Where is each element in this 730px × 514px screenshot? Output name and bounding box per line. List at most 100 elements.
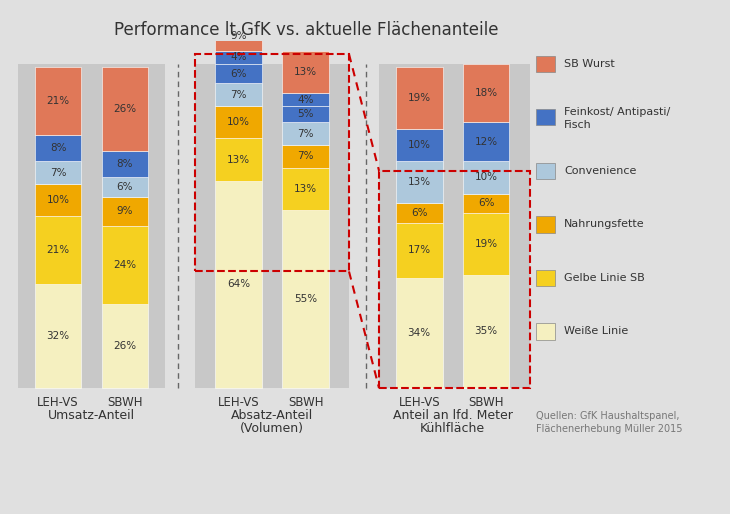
Text: 6%: 6% <box>411 208 428 218</box>
Text: 17%: 17% <box>407 245 431 255</box>
Text: 34%: 34% <box>407 328 431 338</box>
Bar <box>282 210 329 388</box>
Text: 7%: 7% <box>297 128 314 139</box>
Text: 4%: 4% <box>231 52 247 62</box>
Text: 21%: 21% <box>47 96 69 106</box>
Text: 7%: 7% <box>231 89 247 100</box>
Bar <box>101 152 148 177</box>
Bar <box>215 64 262 83</box>
Bar <box>537 323 555 340</box>
Text: 26%: 26% <box>113 341 137 351</box>
Bar <box>282 168 329 210</box>
Text: Quellen: GfK Haushaltspanel,
Flächenerhebung Müller 2015: Quellen: GfK Haushaltspanel, Flächenerhe… <box>537 411 683 434</box>
Text: 5%: 5% <box>297 109 314 119</box>
Bar <box>396 278 442 388</box>
Text: 13%: 13% <box>407 177 431 187</box>
Text: 55%: 55% <box>294 294 317 304</box>
Text: 6%: 6% <box>117 182 133 192</box>
Bar <box>463 64 510 122</box>
Bar <box>101 304 148 388</box>
Text: 13%: 13% <box>294 67 317 77</box>
Bar <box>396 128 442 161</box>
Text: 10%: 10% <box>474 172 498 182</box>
Bar <box>537 163 555 179</box>
Text: SBWH: SBWH <box>288 396 323 409</box>
Text: 7%: 7% <box>50 168 66 177</box>
Bar <box>34 161 82 184</box>
Bar <box>396 67 442 128</box>
Text: 35%: 35% <box>474 326 498 337</box>
Text: 10%: 10% <box>227 117 250 127</box>
Text: SBWH: SBWH <box>469 396 504 409</box>
Bar <box>34 135 82 161</box>
Text: Convenience: Convenience <box>564 166 637 176</box>
Bar <box>18 64 165 388</box>
Text: 21%: 21% <box>47 245 69 255</box>
Bar <box>215 83 262 106</box>
Bar <box>215 180 262 388</box>
Bar <box>215 138 262 180</box>
Bar <box>463 274 510 388</box>
Bar <box>379 64 529 388</box>
Bar <box>195 64 349 388</box>
Text: 8%: 8% <box>50 143 66 153</box>
Text: 4%: 4% <box>297 95 314 104</box>
Text: 26%: 26% <box>113 104 137 114</box>
Text: Kühlfläche: Kühlfläche <box>420 423 485 435</box>
Text: 12%: 12% <box>474 137 498 146</box>
Text: LEH-VS: LEH-VS <box>37 396 79 409</box>
Bar <box>195 54 349 271</box>
Bar <box>282 145 329 168</box>
Text: Anteil an lfd. Meter: Anteil an lfd. Meter <box>393 409 512 423</box>
Bar <box>282 93 329 106</box>
Bar <box>537 270 555 286</box>
Bar <box>101 226 148 304</box>
Text: LEH-VS: LEH-VS <box>399 396 440 409</box>
Text: Weiße Linie: Weiße Linie <box>564 326 629 337</box>
Bar <box>537 216 555 232</box>
Text: Umsatz-Anteil: Umsatz-Anteil <box>48 409 135 423</box>
Bar <box>396 161 442 204</box>
Bar <box>101 177 148 197</box>
Text: Nahrungsfette: Nahrungsfette <box>564 219 645 229</box>
Text: 6%: 6% <box>478 198 494 208</box>
Text: 10%: 10% <box>47 195 69 205</box>
Text: 13%: 13% <box>294 183 317 194</box>
Text: 9%: 9% <box>231 31 247 41</box>
Text: 64%: 64% <box>227 280 250 289</box>
Bar <box>215 22 262 51</box>
Bar <box>463 122 510 161</box>
Bar <box>215 51 262 64</box>
Bar <box>34 67 82 135</box>
Text: 8%: 8% <box>117 159 133 170</box>
Text: Feinkost/ Antipasti/: Feinkost/ Antipasti/ <box>564 107 671 118</box>
Text: Gelbe Linie SB: Gelbe Linie SB <box>564 273 645 283</box>
Text: Absatz-Anteil: Absatz-Anteil <box>231 409 313 423</box>
Bar <box>215 106 262 138</box>
Text: 7%: 7% <box>297 151 314 161</box>
Text: LEH-VS: LEH-VS <box>218 396 259 409</box>
Text: 24%: 24% <box>113 260 137 270</box>
Text: SBWH: SBWH <box>107 396 142 409</box>
Text: 19%: 19% <box>407 93 431 103</box>
Bar <box>101 67 148 152</box>
Text: Fisch: Fisch <box>564 120 592 131</box>
Bar <box>396 223 442 278</box>
Text: (Volumen): (Volumen) <box>240 423 304 435</box>
Bar <box>537 56 555 72</box>
Bar <box>463 194 510 213</box>
Text: 10%: 10% <box>408 140 431 150</box>
Bar <box>463 161 510 194</box>
Bar <box>101 197 148 226</box>
Bar <box>282 51 329 93</box>
Text: 9%: 9% <box>117 207 133 216</box>
Bar <box>282 106 329 122</box>
Bar <box>537 109 555 125</box>
Text: 18%: 18% <box>474 88 498 98</box>
Text: 32%: 32% <box>47 332 69 341</box>
Text: 19%: 19% <box>474 239 498 249</box>
Bar <box>34 284 82 388</box>
Bar <box>463 213 510 274</box>
Text: 13%: 13% <box>227 155 250 164</box>
Bar <box>282 122 329 145</box>
